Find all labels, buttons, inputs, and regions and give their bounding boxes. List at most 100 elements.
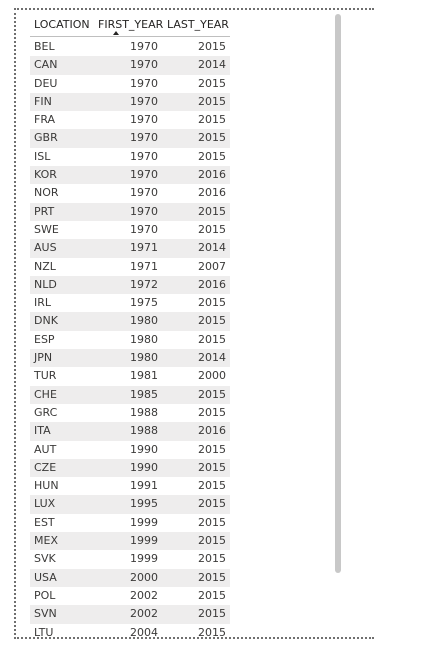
column-header-last-year[interactable]: LAST_YEAR [167,18,229,31]
table-row[interactable]: LUX 1995 2015 [30,495,230,514]
cell-first-year: 1970 [130,204,158,218]
table-row[interactable]: PRT 1970 2015 [30,202,230,221]
cell-last-year: 2015 [198,149,226,163]
table-row[interactable]: JPN 1980 2014 [30,349,230,368]
table-row[interactable]: FRA 1970 2015 [30,111,230,129]
cell-last-year: 2014 [198,58,226,72]
cell-last-year: 2015 [198,387,226,401]
table-row[interactable]: MEX 1999 2015 [30,532,230,551]
table-row[interactable]: BEL 1970 2015 [30,38,230,56]
table-row[interactable]: TUR 1981 2000 [30,367,230,385]
cell-last-year: 2015 [198,497,226,511]
cell-last-year: 2015 [198,515,226,529]
cell-location: PRT [34,204,55,218]
cell-location: ITA [34,424,51,438]
cell-first-year: 1981 [130,369,158,383]
table-row[interactable]: SWE 1970 2015 [30,221,230,239]
cell-location: NLD [34,277,57,291]
cell-location: DEU [34,76,58,90]
table-row[interactable]: DNK 1980 2015 [30,312,230,331]
cell-location: LTU [34,625,54,638]
table-row[interactable]: AUS 1971 2014 [30,239,230,258]
cell-location: GRC [34,405,58,419]
cell-first-year: 2004 [130,625,158,638]
table-row[interactable]: KOR 1970 2016 [30,166,230,185]
cell-first-year: 1970 [130,76,158,90]
table-row[interactable]: POL 2002 2015 [30,587,230,605]
cell-first-year: 1970 [130,58,158,72]
table-row[interactable]: SVN 2002 2015 [30,605,230,624]
cell-last-year: 2015 [198,479,226,493]
table-row[interactable]: HUN 1991 2015 [30,477,230,495]
cell-last-year: 2015 [198,442,226,456]
column-header-first-year[interactable]: FIRST_YEAR [98,18,164,31]
table-row[interactable]: IRL 1975 2015 [30,294,230,312]
cell-last-year: 2015 [198,113,226,127]
cell-last-year: 2015 [198,332,226,346]
table-row[interactable]: GBR 1970 2015 [30,129,230,148]
cell-last-year: 2016 [198,424,226,438]
cell-location: SWE [34,222,59,236]
cell-first-year: 1972 [130,277,158,291]
table-row[interactable]: EST 1999 2015 [30,514,230,532]
table-row[interactable]: NZL 1971 2007 [30,258,230,276]
cell-first-year: 1970 [130,186,158,200]
cell-location: LUX [34,497,56,511]
cell-last-year: 2015 [198,204,226,218]
cell-last-year: 2015 [198,552,226,566]
cell-last-year: 2015 [198,314,226,328]
table-row[interactable]: CHE 1985 2015 [30,385,230,404]
cell-location: ISL [34,149,51,163]
cell-location: CZE [34,460,57,474]
table-row[interactable]: USA 2000 2015 [30,568,230,587]
cell-location: MEX [34,534,58,548]
cell-first-year: 1985 [130,387,158,401]
table-visual-frame[interactable] [14,8,374,639]
table-row[interactable]: CZE 1990 2015 [30,458,230,478]
cell-first-year: 1970 [130,94,158,108]
cell-first-year: 1999 [130,515,158,529]
table-row[interactable]: ISL 1970 2015 [30,148,230,166]
cell-location: AUS [34,241,57,255]
cell-location: NOR [34,186,59,200]
cell-first-year: 1970 [130,40,158,53]
cell-first-year: 1995 [130,497,158,511]
column-header-location[interactable]: LOCATION [34,18,90,31]
cell-first-year: 1990 [130,460,158,474]
cell-first-year: 1980 [130,332,158,346]
table-row[interactable]: GRC 1988 2015 [30,404,230,422]
cell-first-year: 1970 [130,131,158,145]
cell-location: TUR [34,369,57,383]
cell-first-year: 1970 [130,222,158,236]
table-row[interactable]: SVK 1999 2015 [30,550,230,568]
table-row[interactable]: NLD 1972 2016 [30,275,230,295]
cell-last-year: 2015 [198,40,226,53]
cell-first-year: 1988 [130,424,158,438]
vertical-scrollbar[interactable] [335,14,341,573]
table-viewport: LOCATION FIRST_YEAR LAST_YEAR BEL 1970 201… [16,10,332,637]
cell-first-year: 1991 [130,479,158,493]
cell-location: EST [34,515,55,529]
table-row[interactable]: ITA 1988 2016 [30,422,230,441]
table-row[interactable]: CAN 1970 2014 [30,56,230,75]
cell-last-year: 2015 [198,625,226,638]
cell-location: SVN [34,607,57,621]
cell-last-year: 2015 [198,76,226,90]
table-row[interactable]: AUT 1990 2015 [30,441,230,459]
table-row[interactable]: DEU 1970 2015 [30,75,230,93]
cell-last-year: 2015 [198,534,226,548]
sort-ascending-icon [113,31,119,35]
cell-first-year: 1975 [130,296,158,310]
cell-location: NZL [34,259,56,273]
table-row[interactable]: FIN 1970 2015 [30,92,230,112]
cell-last-year: 2016 [198,277,226,291]
table-row[interactable]: NOR 1970 2016 [30,184,230,202]
cell-last-year: 2015 [198,460,226,474]
cell-first-year: 1990 [130,442,158,456]
cell-first-year: 1980 [130,351,158,365]
cell-last-year: 2016 [198,186,226,200]
table-row[interactable]: LTU 2004 2015 [30,624,230,638]
table-header-row: LOCATION FIRST_YEAR LAST_YEAR [30,14,230,37]
table-row[interactable]: ESP 1980 2015 [30,331,230,349]
cell-location: GBR [34,131,58,145]
